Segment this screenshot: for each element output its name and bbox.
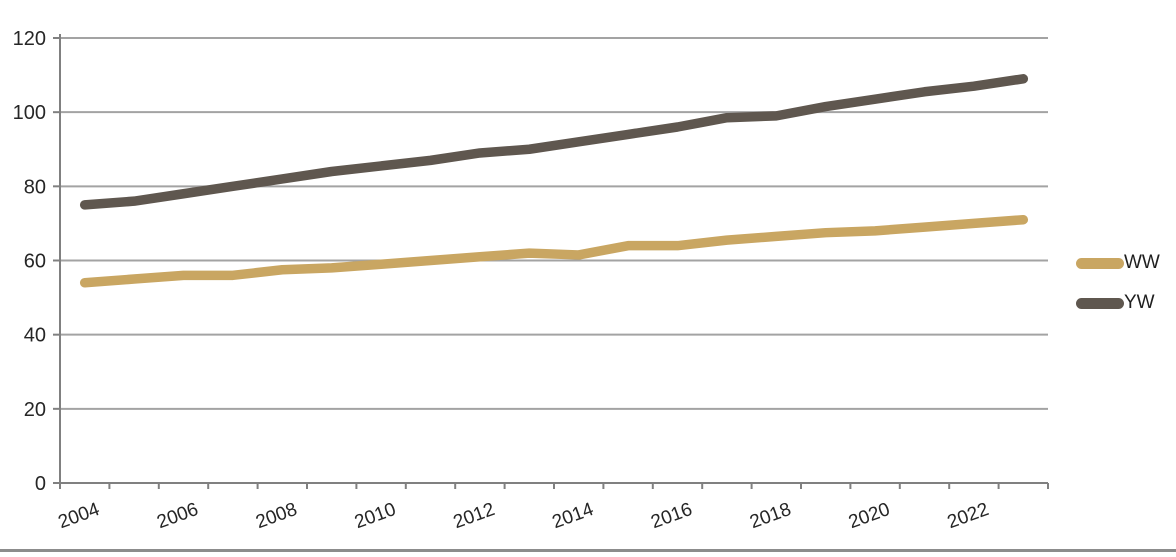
svg-text:2022: 2022: [945, 499, 992, 533]
svg-text:2010: 2010: [352, 499, 399, 533]
svg-text:100: 100: [13, 102, 46, 124]
legend-label-yw: YW: [1124, 292, 1155, 313]
legend-item-ww: WW: [1076, 252, 1160, 273]
svg-text:2012: 2012: [451, 499, 498, 533]
legend-label-ww: WW: [1124, 252, 1160, 273]
svg-text:0: 0: [35, 473, 46, 495]
legend-swatch-ww: [1076, 257, 1124, 269]
svg-text:2014: 2014: [549, 499, 596, 533]
svg-text:2004: 2004: [55, 499, 102, 533]
svg-text:2008: 2008: [253, 499, 300, 533]
svg-text:2006: 2006: [154, 499, 201, 533]
svg-text:2020: 2020: [846, 499, 893, 533]
legend-item-yw: YW: [1076, 292, 1160, 313]
svg-text:2018: 2018: [747, 499, 794, 533]
legend: WW YW: [1076, 252, 1160, 313]
bottom-separator: [0, 549, 1176, 552]
svg-text:2016: 2016: [648, 499, 695, 533]
svg-text:40: 40: [24, 325, 46, 347]
svg-text:20: 20: [24, 399, 46, 421]
svg-text:60: 60: [24, 251, 46, 273]
svg-text:120: 120: [13, 28, 46, 50]
svg-text:80: 80: [24, 176, 46, 198]
legend-swatch-yw: [1076, 297, 1124, 309]
